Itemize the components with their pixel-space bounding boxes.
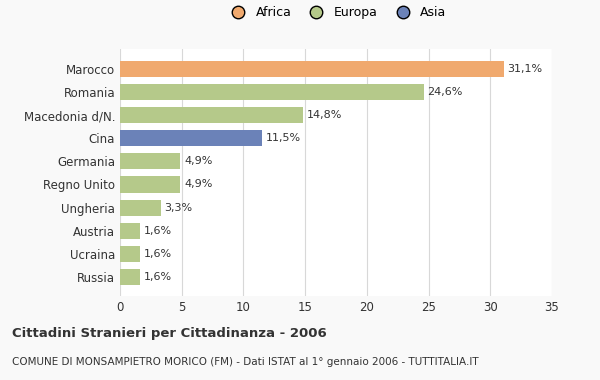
Text: 14,8%: 14,8% <box>307 110 342 120</box>
Text: 3,3%: 3,3% <box>164 203 193 213</box>
Legend: Africa, Europa, Asia: Africa, Europa, Asia <box>226 6 446 19</box>
Text: 1,6%: 1,6% <box>143 272 172 282</box>
Text: 11,5%: 11,5% <box>266 133 301 143</box>
Text: Cittadini Stranieri per Cittadinanza - 2006: Cittadini Stranieri per Cittadinanza - 2… <box>12 327 327 340</box>
Text: 1,6%: 1,6% <box>143 249 172 259</box>
Bar <box>120 61 504 77</box>
Bar <box>120 200 161 216</box>
Text: 4,9%: 4,9% <box>184 156 212 166</box>
Text: 1,6%: 1,6% <box>143 226 172 236</box>
Bar <box>120 246 140 262</box>
Text: 24,6%: 24,6% <box>427 87 463 97</box>
Bar <box>120 130 262 146</box>
Bar <box>120 107 302 123</box>
Text: 31,1%: 31,1% <box>508 64 542 74</box>
Bar <box>120 223 140 239</box>
Bar <box>120 176 181 193</box>
Text: 4,9%: 4,9% <box>184 179 212 190</box>
Bar <box>120 269 140 285</box>
Bar <box>120 153 181 169</box>
Text: COMUNE DI MONSAMPIETRO MORICO (FM) - Dati ISTAT al 1° gennaio 2006 - TUTTITALIA.: COMUNE DI MONSAMPIETRO MORICO (FM) - Dat… <box>12 357 479 367</box>
Bar <box>120 84 424 100</box>
